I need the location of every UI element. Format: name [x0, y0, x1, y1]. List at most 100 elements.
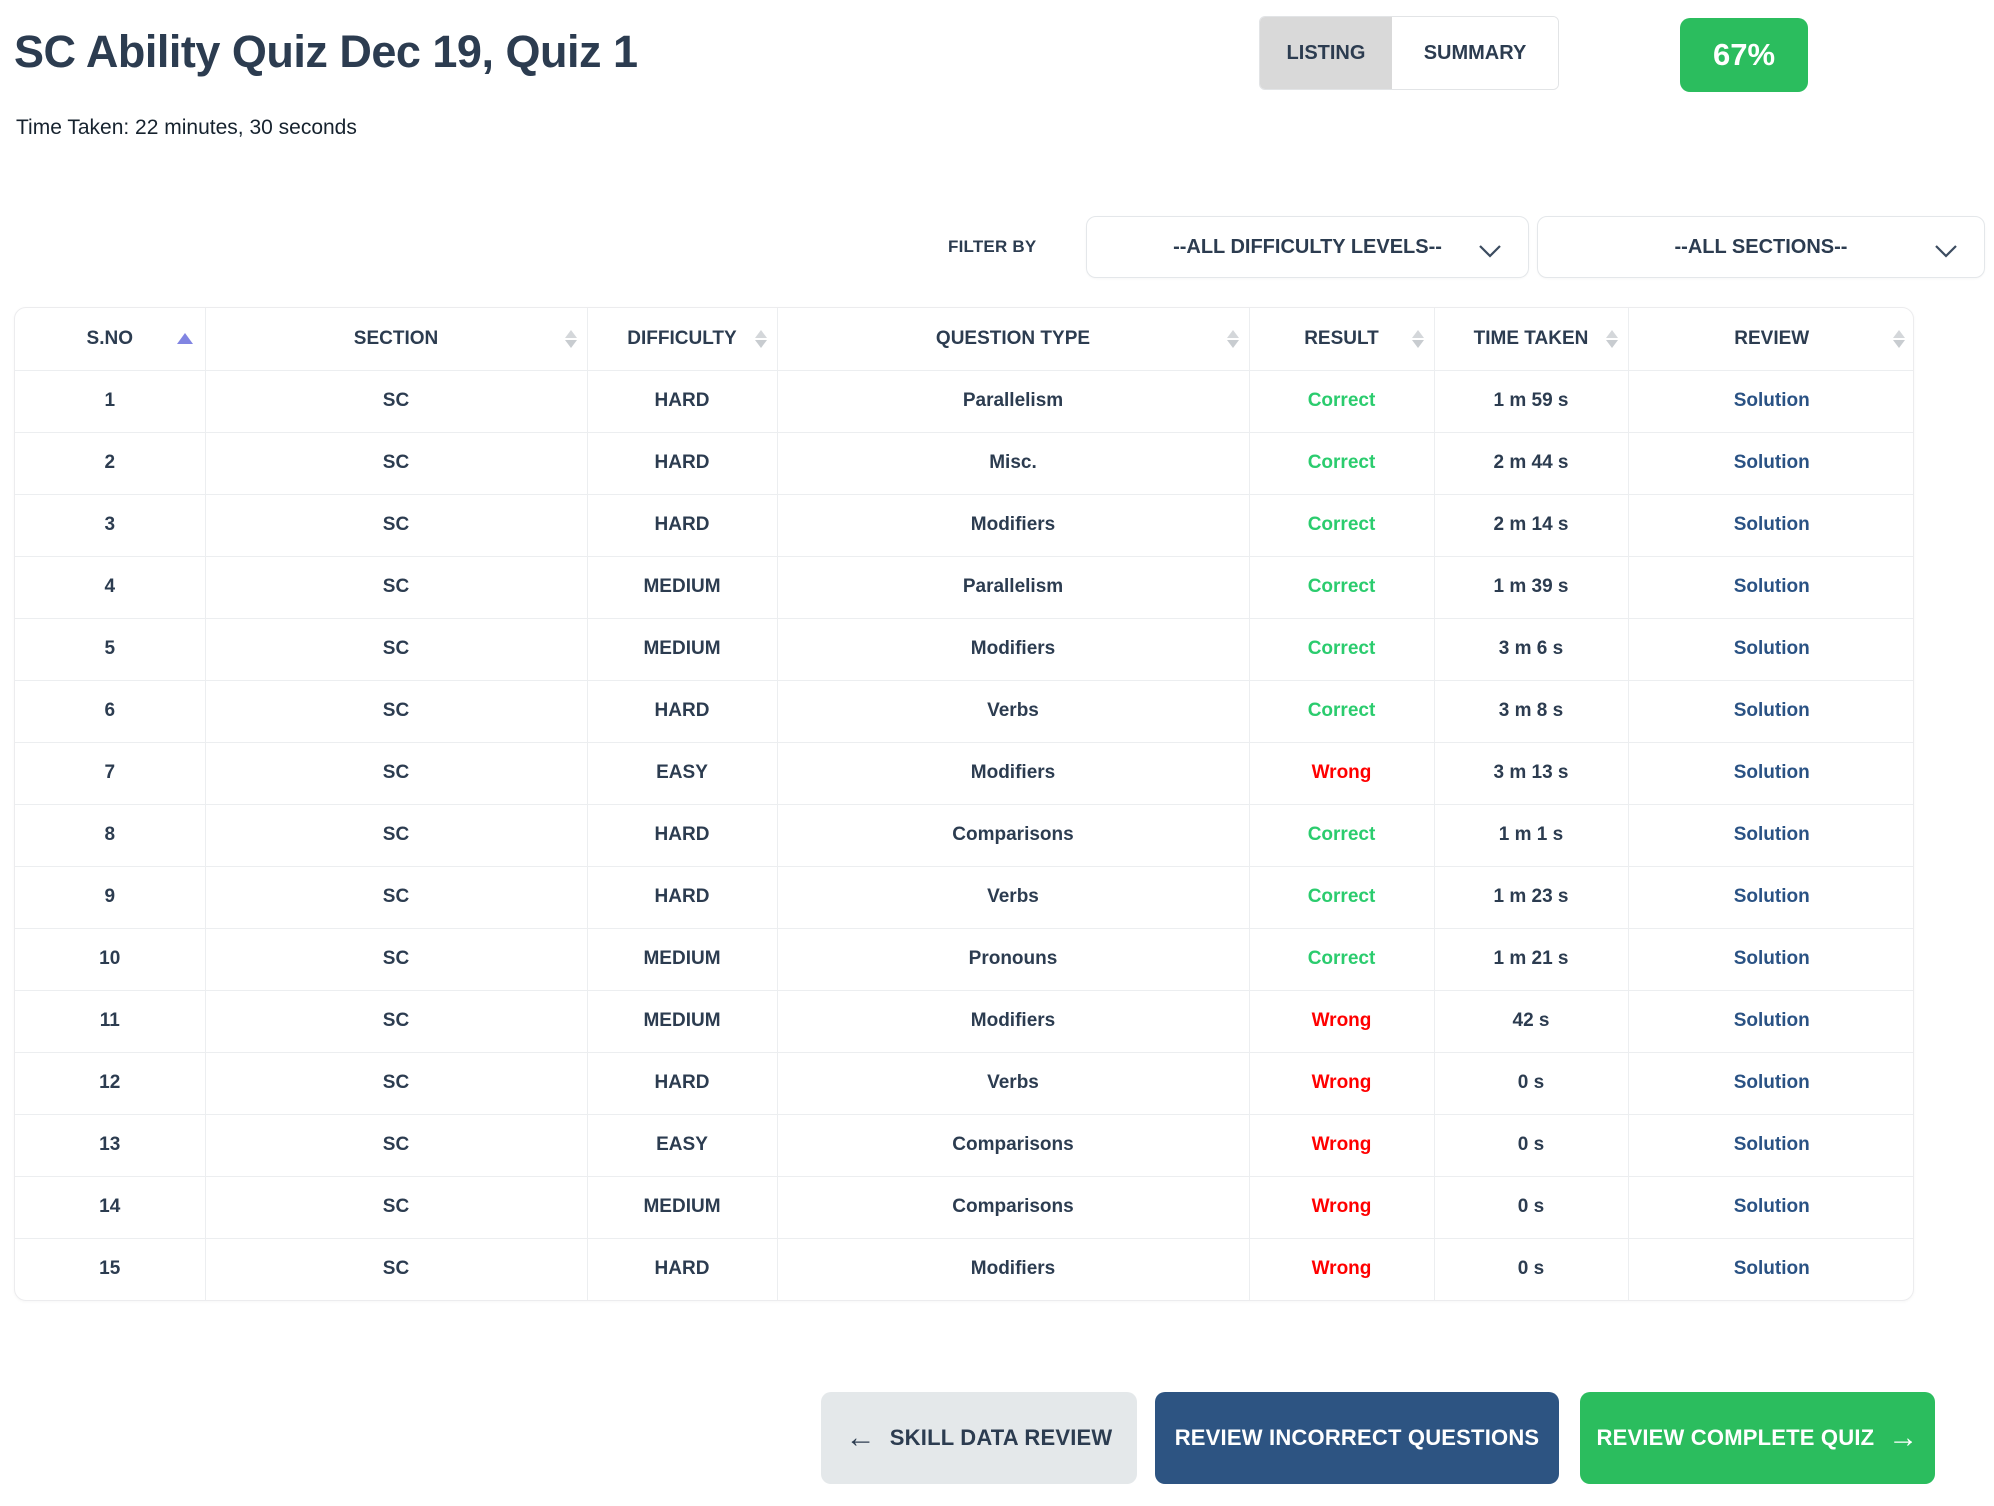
solution-link[interactable]: Solution: [1628, 1175, 1913, 1238]
table-row: 8 SC HARD Comparisons Correct 1 m 1 s So…: [15, 803, 1913, 866]
section-cell: SC: [205, 989, 588, 1052]
result-text: Correct: [1249, 493, 1435, 556]
solution-link[interactable]: Solution: [1628, 555, 1913, 618]
section-cell: SC: [205, 617, 588, 680]
sno-cell: 8: [15, 803, 206, 866]
result-text: Wrong: [1249, 1051, 1435, 1114]
sort-ascending-icon: [176, 332, 193, 344]
solution-link[interactable]: Solution: [1628, 1113, 1913, 1176]
solution-link[interactable]: Solution: [1628, 1051, 1913, 1114]
time-taken-cell: 0 s: [1434, 1113, 1629, 1176]
question-type-cell: Verbs: [777, 679, 1250, 742]
solution-link[interactable]: Solution: [1628, 865, 1913, 928]
sno-cell: 9: [15, 865, 206, 928]
sort-icon: [1411, 329, 1424, 348]
difficulty-cell: MEDIUM: [587, 555, 778, 618]
difficulty-cell: MEDIUM: [587, 989, 778, 1052]
time-taken-cell: 3 m 6 s: [1434, 617, 1629, 680]
difficulty-cell: EASY: [587, 741, 778, 804]
solution-link[interactable]: Solution: [1628, 369, 1913, 432]
page-title: SC Ability Quiz Dec 19, Quiz 1: [14, 26, 638, 77]
time-taken-cell: 0 s: [1434, 1051, 1629, 1114]
solution-link[interactable]: Solution: [1628, 927, 1913, 990]
table-row: 6 SC HARD Verbs Correct 3 m 8 s Solution: [15, 679, 1913, 742]
sno-cell: 12: [15, 1051, 206, 1114]
difficulty-cell: MEDIUM: [587, 617, 778, 680]
column-header-time-taken[interactable]: TIME TAKEN: [1434, 308, 1629, 370]
solution-link[interactable]: Solution: [1628, 741, 1913, 804]
sno-cell: 14: [15, 1175, 206, 1238]
section-cell: SC: [205, 865, 588, 928]
time-taken-cell: 42 s: [1434, 989, 1629, 1052]
review-incorrect-questions-button[interactable]: REVIEW INCORRECT QUESTIONS: [1155, 1392, 1559, 1484]
question-type-cell: Comparisons: [777, 1113, 1250, 1176]
filter-by-label: FILTER BY: [948, 237, 1037, 256]
result-text: Wrong: [1249, 1113, 1435, 1176]
sno-cell: 10: [15, 927, 206, 990]
sort-icon: [754, 329, 767, 348]
section-cell: SC: [205, 431, 588, 494]
question-type-cell: Verbs: [777, 1051, 1250, 1114]
column-header-review[interactable]: REVIEW: [1628, 308, 1913, 370]
question-type-cell: Misc.: [777, 431, 1250, 494]
column-header-section[interactable]: SECTION: [205, 308, 588, 370]
sections-filter-dropdown[interactable]: --ALL SECTIONS--: [1537, 216, 1985, 278]
sno-cell: 3: [15, 493, 206, 556]
solution-link[interactable]: Solution: [1628, 989, 1913, 1052]
column-header-sno[interactable]: S.NO: [15, 308, 206, 370]
section-cell: SC: [205, 741, 588, 804]
difficulty-filter-value: --ALL DIFFICULTY LEVELS--: [1173, 235, 1442, 258]
tab-summary[interactable]: SUMMARY: [1392, 17, 1558, 89]
table-row: 4 SC MEDIUM Parallelism Correct 1 m 39 s…: [15, 555, 1913, 618]
table-row: 11 SC MEDIUM Modifiers Wrong 42 s Soluti…: [15, 989, 1913, 1052]
result-text: Wrong: [1249, 1237, 1435, 1300]
column-header-result[interactable]: RESULT: [1249, 308, 1435, 370]
result-text: Correct: [1249, 865, 1435, 928]
solution-link[interactable]: Solution: [1628, 1237, 1913, 1300]
section-cell: SC: [205, 1237, 588, 1300]
difficulty-cell: MEDIUM: [587, 927, 778, 990]
tab-listing[interactable]: LISTING: [1260, 17, 1392, 89]
section-cell: SC: [205, 369, 588, 432]
difficulty-cell: HARD: [587, 493, 778, 556]
section-cell: SC: [205, 1113, 588, 1176]
section-cell: SC: [205, 679, 588, 742]
question-type-cell: Pronouns: [777, 927, 1250, 990]
column-header-question-type[interactable]: QUESTION TYPE: [777, 308, 1250, 370]
difficulty-cell: HARD: [587, 431, 778, 494]
section-cell: SC: [205, 927, 588, 990]
difficulty-cell: MEDIUM: [587, 1175, 778, 1238]
column-header-difficulty[interactable]: DIFFICULTY: [587, 308, 778, 370]
table-row: 12 SC HARD Verbs Wrong 0 s Solution: [15, 1051, 1913, 1114]
time-taken-cell: 2 m 44 s: [1434, 431, 1629, 494]
sort-icon: [1893, 329, 1905, 348]
result-text: Wrong: [1249, 989, 1435, 1052]
result-text: Wrong: [1249, 741, 1435, 804]
time-taken-cell: 1 m 39 s: [1434, 555, 1629, 618]
time-taken-cell: 1 m 23 s: [1434, 865, 1629, 928]
question-type-cell: Modifiers: [777, 741, 1250, 804]
results-table: S.NO SECTION DIFFICULTY QUESTION TYPE: [15, 308, 1913, 1300]
table-row: 13 SC EASY Comparisons Wrong 0 s Solutio…: [15, 1113, 1913, 1176]
result-text: Correct: [1249, 369, 1435, 432]
question-type-cell: Parallelism: [777, 369, 1250, 432]
difficulty-cell: HARD: [587, 369, 778, 432]
question-type-cell: Modifiers: [777, 1237, 1250, 1300]
solution-link[interactable]: Solution: [1628, 679, 1913, 742]
skill-data-review-button[interactable]: ← SKILL DATA REVIEW: [821, 1392, 1137, 1484]
result-text: Correct: [1249, 617, 1435, 680]
time-taken-cell: 1 m 59 s: [1434, 369, 1629, 432]
solution-link[interactable]: Solution: [1628, 493, 1913, 556]
sno-cell: 15: [15, 1237, 206, 1300]
review-complete-quiz-button[interactable]: REVIEW COMPLETE QUIZ →: [1580, 1392, 1935, 1484]
difficulty-filter-dropdown[interactable]: --ALL DIFFICULTY LEVELS--: [1086, 216, 1529, 278]
sno-cell: 5: [15, 617, 206, 680]
solution-link[interactable]: Solution: [1628, 431, 1913, 494]
question-type-cell: Comparisons: [777, 1175, 1250, 1238]
time-taken-text: Time Taken: 22 minutes, 30 seconds: [16, 116, 357, 139]
solution-link[interactable]: Solution: [1628, 617, 1913, 680]
solution-link[interactable]: Solution: [1628, 803, 1913, 866]
table-row: 9 SC HARD Verbs Correct 1 m 23 s Solutio…: [15, 865, 1913, 928]
question-type-cell: Comparisons: [777, 803, 1250, 866]
question-type-cell: Modifiers: [777, 617, 1250, 680]
